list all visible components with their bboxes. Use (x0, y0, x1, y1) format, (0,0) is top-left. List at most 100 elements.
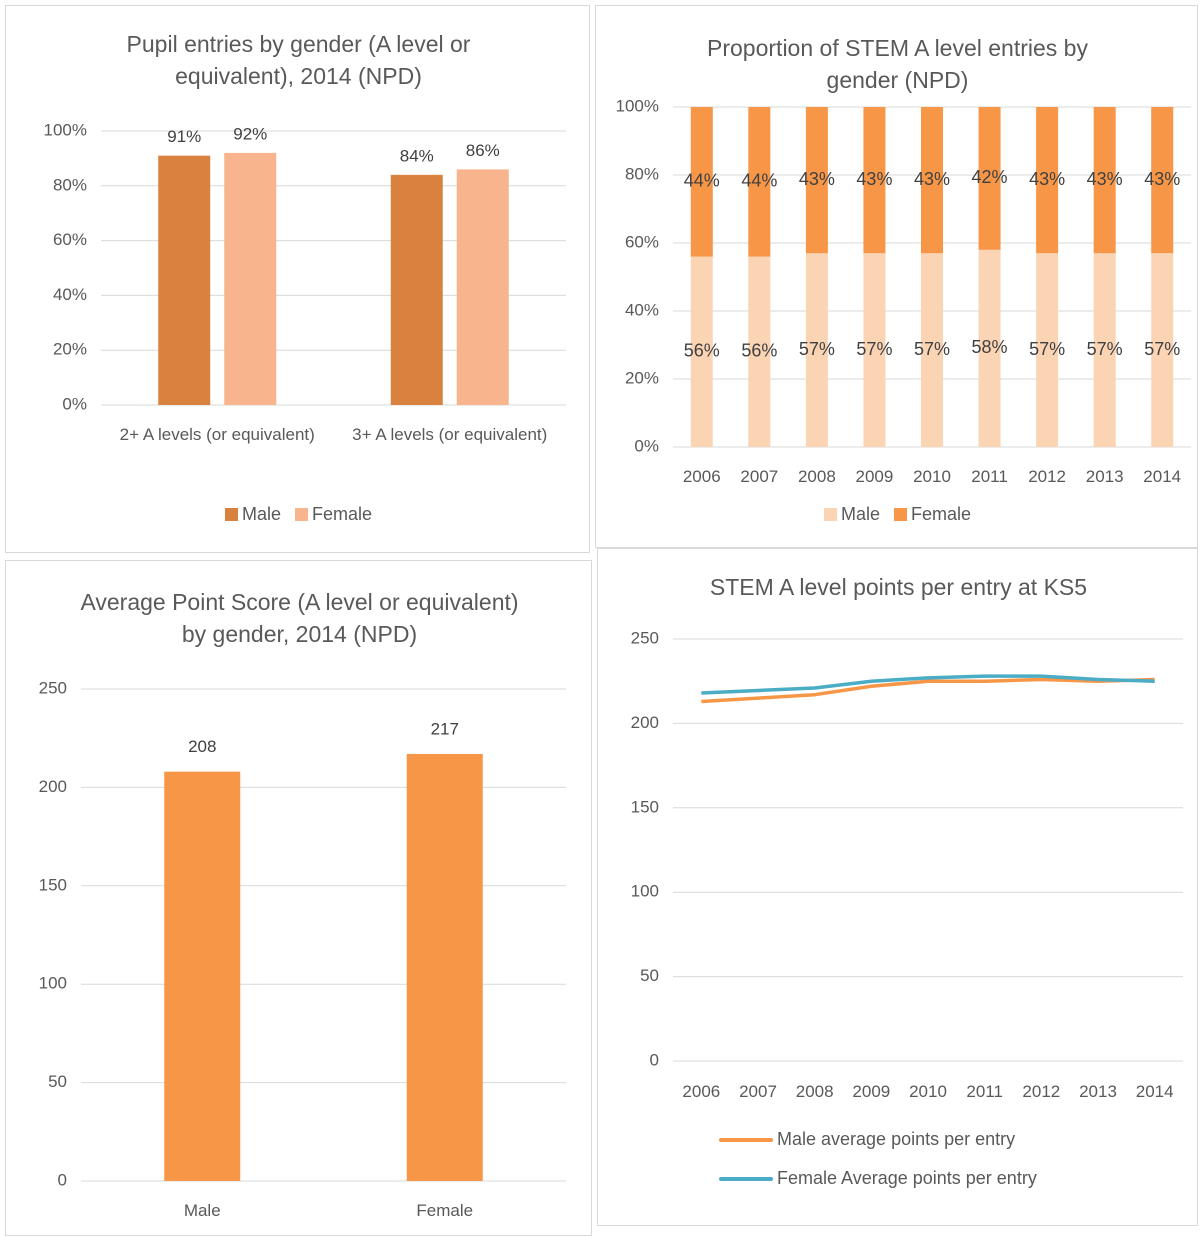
bar (406, 753, 483, 1181)
legend-swatch (823, 508, 837, 521)
bar-segment (1151, 107, 1174, 254)
data-label: 57% (914, 339, 950, 359)
bar-segment (1036, 253, 1059, 447)
data-label: 43% (799, 169, 835, 189)
x-tick-label: 2014 (1135, 1082, 1174, 1101)
y-tick-label: 20% (625, 368, 659, 387)
chart-panel: 0% 20% 40% 60% 80% 100% 91% 84% 92% 86% Pupil entr… (5, 5, 590, 553)
bar-segment (978, 107, 1001, 250)
bar-segment (863, 253, 886, 447)
chart: 0 50 100 150 200 250 (631, 628, 1183, 1069)
x-tick-label: 2008 (795, 1082, 834, 1101)
x-tick-label: 2+ A levels (or equivalent) (119, 425, 315, 444)
x-tick-label: 2007 (740, 467, 779, 486)
data-label: 56% (741, 341, 777, 361)
bar-segment (748, 256, 771, 447)
bar-segment (690, 107, 713, 257)
bar-segment (690, 256, 713, 447)
chart: 0% 20% 40% 60% 80% 100% 91% 84% 92% 86% (44, 120, 566, 413)
y-tick-label: 100 (39, 974, 67, 993)
x-tick-label: 2009 (855, 467, 894, 486)
data-label: 44% (741, 171, 777, 191)
y-tick-label: 200 (631, 713, 659, 732)
y-tick-label: 40% (625, 300, 659, 319)
data-label: 57% (799, 339, 835, 359)
chart-title: Average Point Score (A level or equivale… (80, 589, 519, 647)
legend-label: Female (311, 504, 373, 524)
data-label: 57% (1087, 339, 1123, 359)
y-tick-label: 150 (631, 797, 659, 816)
bar-segment (1151, 253, 1174, 447)
data-label: 91% (167, 127, 201, 146)
bar-segment (1093, 107, 1116, 254)
legend-swatch (224, 508, 238, 521)
data-label: 92% (233, 124, 267, 143)
data-label: 57% (856, 339, 892, 359)
chart-title: STEM A level points per entry at KS5 (709, 574, 1088, 600)
data-label: 43% (856, 169, 892, 189)
chart-panel: 0 50 100 150 200 250 208 217 Average Point Score… (5, 560, 592, 1236)
legend-item: Female Average points per entry (719, 1168, 1037, 1189)
legend-swatch (719, 1176, 773, 1181)
bar-segment (805, 107, 828, 254)
data-label: 43% (1029, 169, 1065, 189)
y-tick-label: 0 (650, 1050, 659, 1069)
x-tick-label: Male (183, 1201, 221, 1220)
y-tick-label: 20% (53, 340, 87, 359)
data-label: 43% (914, 169, 950, 189)
bar (164, 771, 241, 1181)
legend-label: Male (840, 504, 880, 524)
data-label: 44% (684, 171, 720, 191)
x-tick-label: 2011 (971, 467, 1008, 486)
bar-segment (1093, 253, 1116, 447)
bar (158, 155, 211, 405)
y-tick-label: 100% (44, 120, 87, 139)
y-tick-label: 0 (58, 1170, 67, 1189)
chart: 0% 20% 40% 60% 80% 100% 56% 56% 57% 57% 57% 58% 57% 5… (616, 96, 1191, 455)
data-label: 217 (431, 719, 459, 738)
y-tick-label: 150 (39, 875, 67, 894)
y-tick-label: 0% (62, 394, 87, 413)
data-label: 208 (188, 737, 216, 756)
data-label: 58% (972, 337, 1008, 357)
bar-segment (978, 249, 1001, 447)
chart-panel: 0% 20% 40% 60% 80% 100% 56% 56% 57% 57% 57% 58% 57% 5… (595, 5, 1198, 548)
y-tick-label: 250 (39, 678, 67, 697)
y-tick-label: 0% (634, 436, 659, 455)
y-tick-label: 60% (625, 232, 659, 251)
bar-segment (921, 107, 943, 254)
legend-label: Female (910, 504, 972, 524)
legend-swatch (893, 508, 907, 521)
data-label: 43% (1087, 169, 1123, 189)
x-tick-label: 2006 (682, 1082, 721, 1101)
y-tick-label: 100 (631, 882, 659, 901)
legend-label: Female Average points per entry (777, 1168, 1037, 1188)
legend-item: Female (294, 504, 373, 525)
chart-title: Pupil entries by gender (A level or equi… (126, 31, 471, 89)
x-tick-label: 2013 (1079, 1082, 1117, 1101)
x-tick-label: 2013 (1085, 467, 1124, 486)
x-tick-label: 2009 (852, 1082, 891, 1101)
y-tick-label: 200 (39, 777, 67, 796)
bar-segment (863, 107, 886, 254)
legend-item: Male average points per entry (719, 1129, 1037, 1150)
data-label: 42% (972, 167, 1008, 187)
x-tick-label: 2008 (797, 467, 836, 486)
bar (224, 152, 277, 405)
x-tick-label: 2011 (966, 1082, 1003, 1101)
x-tick-label: 2007 (739, 1082, 777, 1101)
y-tick-label: 40% (53, 285, 87, 304)
bar (456, 169, 509, 405)
y-tick-label: 100% (616, 96, 659, 115)
data-label: 86% (466, 141, 500, 160)
legend-item: Female (893, 504, 972, 525)
x-tick-label: 2012 (1022, 1082, 1061, 1101)
legend-label: Male (241, 504, 281, 524)
x-tick-label: 2006 (682, 467, 721, 486)
line-series (701, 674, 1155, 695)
data-label: 57% (1029, 339, 1065, 359)
legend: Male average points per entry Female Aver… (719, 1129, 1037, 1189)
y-tick-label: 80% (625, 164, 659, 183)
x-tick-label: Female (416, 1201, 474, 1220)
